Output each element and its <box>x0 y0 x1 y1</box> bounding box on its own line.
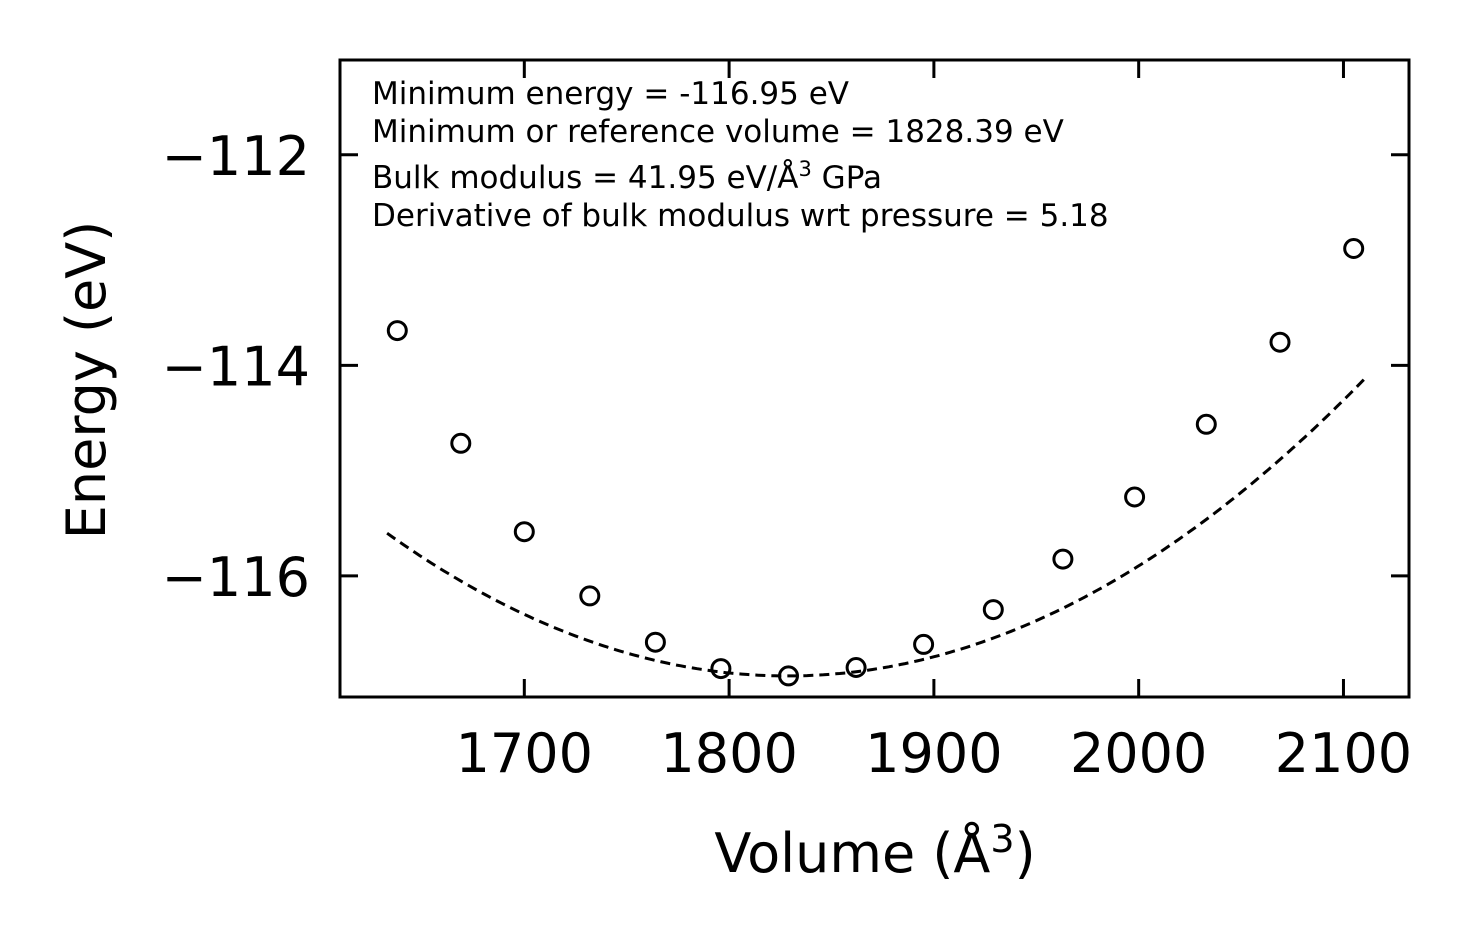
plot-frame <box>338 58 1411 699</box>
data-point <box>579 585 601 607</box>
fit-curve-layer <box>386 376 1368 678</box>
fit-curve <box>386 376 1368 678</box>
data-point <box>644 631 666 653</box>
data-point <box>1195 413 1217 435</box>
bulk-modulus-superscript: 3 <box>798 157 811 181</box>
data-point <box>1269 331 1291 353</box>
data-point <box>778 665 799 687</box>
data-point <box>1124 486 1146 508</box>
x-tick-label: 2100 <box>1275 722 1412 785</box>
data-point <box>386 320 408 342</box>
y-axis-label: Energy (eV) <box>55 221 118 540</box>
data-points-layer <box>386 238 1365 687</box>
x-tick-label: 1700 <box>456 722 593 785</box>
x-axis-label-close: ) <box>1015 822 1036 885</box>
y-tick-label: −114 <box>162 335 310 398</box>
x-axis-label-superscript: 3 <box>990 817 1014 861</box>
data-point <box>982 599 1004 621</box>
x-axis-label-text: Volume (Å <box>714 821 990 885</box>
y-tick-label: −112 <box>162 125 310 188</box>
data-point <box>913 633 935 655</box>
annotation-ref-volume: Minimum or reference volume = 1828.39 eV <box>372 114 1064 150</box>
bulk-modulus-unit: GPa <box>812 160 882 196</box>
bulk-modulus-text: Bulk modulus = 41.95 eV/Å <box>372 160 798 196</box>
data-point <box>1052 548 1074 570</box>
data-point <box>710 658 732 680</box>
data-point <box>450 432 472 454</box>
y-tick-label: −116 <box>162 546 310 609</box>
data-point <box>513 521 535 543</box>
annotation-min-energy: Minimum energy = -116.95 eV <box>372 76 849 112</box>
x-tick-label: 1900 <box>865 722 1002 785</box>
data-point <box>1343 238 1365 259</box>
data-point <box>845 657 867 678</box>
annotation-bulk-derivative: Derivative of bulk modulus wrt pressure … <box>372 198 1109 234</box>
ticks-layer: 1700 1800 1900 2000 2100 −112 −114 −116 <box>162 60 1412 785</box>
x-axis-label: Volume (Å3) <box>714 817 1035 885</box>
x-tick-label: 1800 <box>660 722 797 785</box>
annotation-bulk-modulus: Bulk modulus = 41.95 eV/Å3 GPa <box>372 157 882 196</box>
x-tick-label: 2000 <box>1070 722 1207 785</box>
